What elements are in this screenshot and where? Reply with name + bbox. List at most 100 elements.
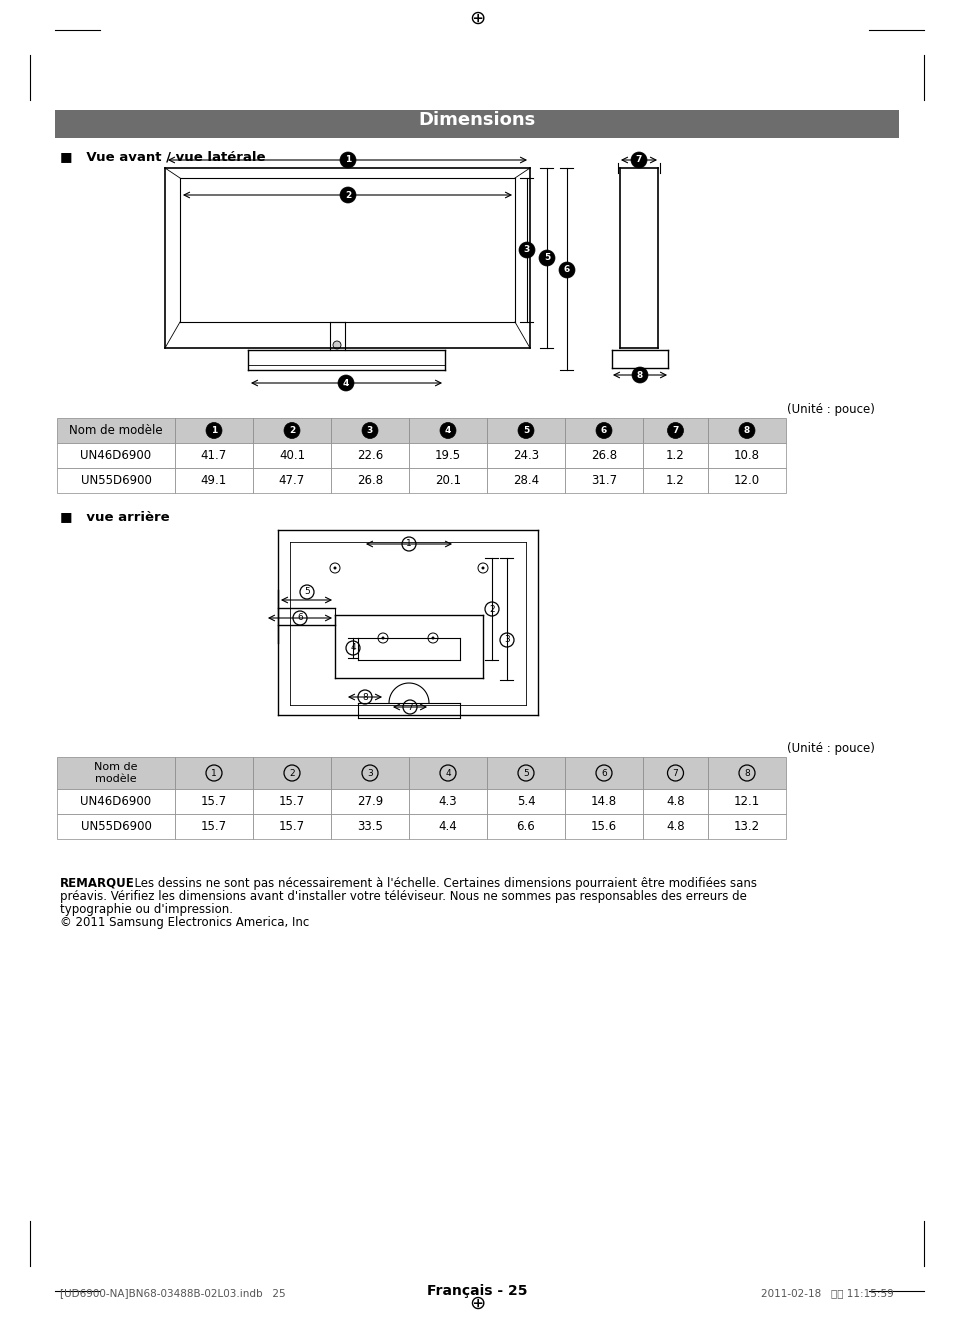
Bar	[564, 468, 642, 493]
Bar	[564, 443, 642, 468]
Text: 5: 5	[304, 588, 310, 597]
Text: © 2011 Samsung Electronics America, Inc: © 2011 Samsung Electronics America, Inc	[60, 915, 309, 929]
Bar	[486, 757, 564, 789]
Text: 15.7: 15.7	[278, 820, 305, 834]
Bar	[331, 468, 409, 493]
Text: UN46D6900: UN46D6900	[80, 795, 152, 808]
Text: 1: 1	[211, 425, 217, 435]
Text: 7: 7	[672, 769, 678, 778]
Text: 31.7: 31.7	[590, 474, 617, 487]
Bar	[174, 757, 253, 789]
Circle shape	[284, 423, 299, 439]
Text: : Les dessins ne sont pas nécessairement à l'échelle. Certaines dimensions pourr: : Les dessins ne sont pas nécessairement…	[123, 877, 757, 890]
Text: (Unité : pouce): (Unité : pouce)	[786, 742, 874, 756]
Bar	[409, 468, 486, 493]
Text: Français - 25: Français - 25	[426, 1284, 527, 1299]
Text: 2011-02-18   오전 11:15:59: 2011-02-18 오전 11:15:59	[760, 1288, 893, 1299]
Text: ■   Vue avant / vue latérale: ■ Vue avant / vue latérale	[60, 151, 265, 162]
Text: 5: 5	[543, 254, 550, 263]
Bar	[642, 814, 707, 839]
Bar	[253, 417, 331, 443]
Text: 19.5: 19.5	[435, 449, 460, 462]
Text: 3: 3	[503, 635, 509, 645]
Bar	[174, 814, 253, 839]
Text: 4.8: 4.8	[665, 795, 684, 808]
Text: 4.3: 4.3	[438, 795, 456, 808]
Bar	[642, 468, 707, 493]
Bar	[409, 417, 486, 443]
Text: 7: 7	[407, 703, 413, 712]
Bar	[486, 443, 564, 468]
Text: 3: 3	[367, 769, 373, 778]
Bar	[486, 789, 564, 814]
Bar	[57, 789, 174, 814]
Text: 3: 3	[367, 425, 373, 435]
Bar	[707, 789, 785, 814]
Circle shape	[596, 423, 612, 439]
Text: 1.2: 1.2	[665, 474, 684, 487]
Bar	[174, 417, 253, 443]
Bar	[331, 443, 409, 468]
Bar	[57, 814, 174, 839]
Text: 28.4: 28.4	[513, 474, 538, 487]
Text: 24.3: 24.3	[513, 449, 538, 462]
Bar	[564, 417, 642, 443]
Bar	[707, 443, 785, 468]
Text: 7: 7	[635, 156, 641, 165]
Text: 8: 8	[362, 692, 368, 701]
Text: 8: 8	[743, 425, 749, 435]
Text: ■   vue arrière: ■ vue arrière	[60, 510, 170, 523]
Bar	[642, 443, 707, 468]
Text: 8: 8	[637, 370, 642, 379]
Circle shape	[361, 423, 377, 439]
Bar	[642, 789, 707, 814]
Bar	[707, 814, 785, 839]
Text: ⊕: ⊕	[468, 1293, 485, 1313]
Text: ⊕: ⊕	[468, 8, 485, 28]
Text: (Unité : pouce): (Unité : pouce)	[786, 403, 874, 416]
Text: 12.0: 12.0	[733, 474, 760, 487]
Bar	[564, 789, 642, 814]
Circle shape	[739, 423, 754, 439]
Bar	[642, 757, 707, 789]
Text: 6: 6	[600, 769, 606, 778]
Text: 15.6: 15.6	[590, 820, 617, 834]
Text: 6.6: 6.6	[517, 820, 535, 834]
Circle shape	[558, 262, 575, 277]
Text: Nom de modèle: Nom de modèle	[70, 424, 163, 437]
Text: 27.9: 27.9	[356, 795, 383, 808]
Circle shape	[538, 250, 555, 266]
Bar	[57, 468, 174, 493]
Text: 33.5: 33.5	[356, 820, 382, 834]
Text: Nom de
modèle: Nom de modèle	[94, 762, 137, 783]
Bar	[409, 443, 486, 468]
Circle shape	[439, 423, 456, 439]
Bar	[409, 814, 486, 839]
Text: 15.7: 15.7	[201, 795, 227, 808]
Text: UN46D6900: UN46D6900	[80, 449, 152, 462]
Text: 49.1: 49.1	[201, 474, 227, 487]
Circle shape	[333, 341, 340, 349]
Bar	[331, 789, 409, 814]
Bar	[57, 417, 174, 443]
Text: 15.7: 15.7	[278, 795, 305, 808]
Bar	[174, 443, 253, 468]
Text: 41.7: 41.7	[201, 449, 227, 462]
Bar	[253, 443, 331, 468]
Bar	[707, 417, 785, 443]
Bar	[174, 468, 253, 493]
Text: 4: 4	[342, 379, 349, 387]
Text: 4: 4	[444, 425, 451, 435]
Bar	[707, 468, 785, 493]
Text: 20.1: 20.1	[435, 474, 460, 487]
Text: UN55D6900: UN55D6900	[80, 820, 152, 834]
Text: 6: 6	[600, 425, 606, 435]
Text: 26.8: 26.8	[356, 474, 383, 487]
Text: 26.8: 26.8	[590, 449, 617, 462]
Bar	[57, 443, 174, 468]
Text: typographie ou d'impression.: typographie ou d'impression.	[60, 904, 233, 915]
Circle shape	[337, 375, 354, 391]
Text: Dimensions: Dimensions	[418, 111, 535, 129]
Bar	[57, 757, 174, 789]
Text: 4.4: 4.4	[438, 820, 456, 834]
